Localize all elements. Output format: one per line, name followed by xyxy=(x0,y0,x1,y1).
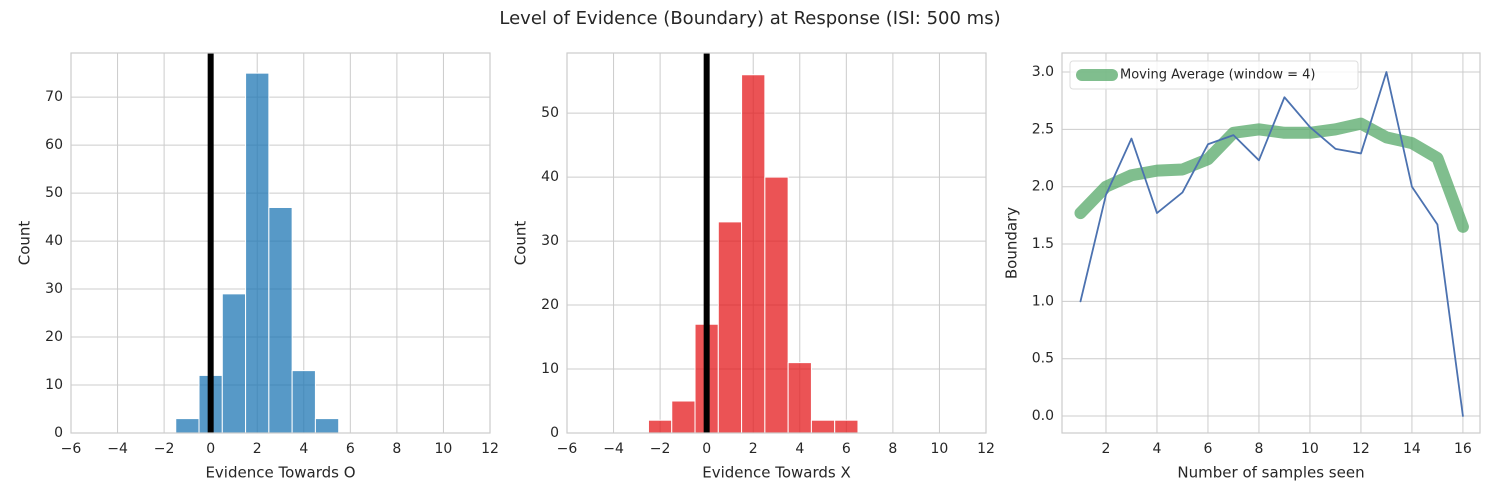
x-tick-label: 2 xyxy=(749,441,758,457)
y-axis-label: Boundary xyxy=(1003,207,1021,279)
y-tick-label: 10 xyxy=(45,377,63,393)
y-tick-label: 2.5 xyxy=(1032,121,1054,137)
x-tick-label: 14 xyxy=(1403,441,1421,457)
histogram-bar xyxy=(671,400,696,434)
y-tick-label: 0.5 xyxy=(1032,351,1054,367)
plot-frame xyxy=(70,52,491,434)
x-axis-label: Evidence Towards O xyxy=(205,464,355,482)
histogram-bar xyxy=(647,419,673,434)
histogram-bar xyxy=(175,418,200,434)
histogram-bar xyxy=(764,176,789,434)
figure-title: Level of Evidence (Boundary) at Response… xyxy=(499,8,1000,29)
x-tick-label: 10 xyxy=(1301,441,1319,457)
histogram-bar xyxy=(245,72,270,434)
x-tick-label: 4 xyxy=(795,441,804,457)
x-tick-label: 4 xyxy=(299,441,308,457)
x-tick-label: 2 xyxy=(1102,441,1111,457)
x-tick-label: −6 xyxy=(557,441,578,457)
x-tick-label: 12 xyxy=(977,441,995,457)
x-tick-label: 12 xyxy=(1352,441,1370,457)
histogram-bar xyxy=(810,419,836,434)
histogram-bar xyxy=(787,362,812,434)
y-axis-label: Count xyxy=(16,221,34,266)
y-tick-label: 0 xyxy=(54,425,63,441)
x-tick-label: 6 xyxy=(842,441,851,457)
x-tick-label: 8 xyxy=(1254,441,1263,457)
x-axis-label: Evidence Towards X xyxy=(702,464,851,482)
y-tick-label: 1.0 xyxy=(1032,293,1054,309)
y-tick-label: 3.0 xyxy=(1032,64,1054,80)
y-axis-label: Count xyxy=(512,221,530,266)
x-tick-label: 10 xyxy=(931,441,949,457)
histogram-bar xyxy=(834,419,859,434)
histogram-bar xyxy=(717,221,743,434)
y-tick-label: 30 xyxy=(45,281,63,297)
legend-label: Moving Average (window = 4) xyxy=(1120,68,1316,83)
y-tick-label: 50 xyxy=(541,105,559,121)
x-tick-label: −2 xyxy=(650,441,671,457)
x-tick-label: 12 xyxy=(481,441,499,457)
x-tick-label: −4 xyxy=(107,441,128,457)
x-tick-label: 16 xyxy=(1454,441,1472,457)
histogram-bar xyxy=(268,206,293,434)
y-tick-label: 10 xyxy=(541,361,559,377)
y-tick-label: 60 xyxy=(45,137,63,153)
y-tick-label: 20 xyxy=(45,329,63,345)
y-tick-label: 30 xyxy=(541,233,559,249)
x-tick-label: 2 xyxy=(253,441,262,457)
plot-frame xyxy=(1061,52,1481,434)
histogram-bar xyxy=(221,293,247,434)
x-axis-label: Number of samples seen xyxy=(1177,464,1364,482)
y-tick-label: 1.5 xyxy=(1032,236,1054,252)
x-tick-label: 0 xyxy=(206,441,215,457)
moving-average-line xyxy=(1074,117,1469,233)
legend-frame xyxy=(1069,60,1359,90)
y-tick-label: 40 xyxy=(45,233,63,249)
x-tick-label: 10 xyxy=(435,441,453,457)
y-tick-label: 20 xyxy=(541,297,559,313)
x-tick-label: 0 xyxy=(702,441,711,457)
x-tick-label: 4 xyxy=(1153,441,1162,457)
x-tick-label: 6 xyxy=(1204,441,1213,457)
histogram-bar xyxy=(741,74,766,434)
y-tick-label: 70 xyxy=(45,89,63,105)
y-tick-label: 0.0 xyxy=(1032,408,1054,424)
histogram-bar xyxy=(314,418,340,434)
y-tick-label: 40 xyxy=(541,169,559,185)
legend: Moving Average (window = 4) xyxy=(1069,60,1359,90)
histogram-bar xyxy=(291,370,316,434)
x-tick-label: −4 xyxy=(603,441,624,457)
x-tick-label: 6 xyxy=(346,441,355,457)
x-tick-label: −6 xyxy=(61,441,82,457)
y-tick-label: 50 xyxy=(45,185,63,201)
data-line xyxy=(1079,71,1464,417)
x-tick-label: −2 xyxy=(154,441,175,457)
y-tick-label: 2.0 xyxy=(1032,179,1054,195)
y-tick-label: 0 xyxy=(550,425,559,441)
x-tick-label: 8 xyxy=(888,441,897,457)
x-tick-label: 8 xyxy=(392,441,401,457)
plot-frame xyxy=(566,52,987,434)
